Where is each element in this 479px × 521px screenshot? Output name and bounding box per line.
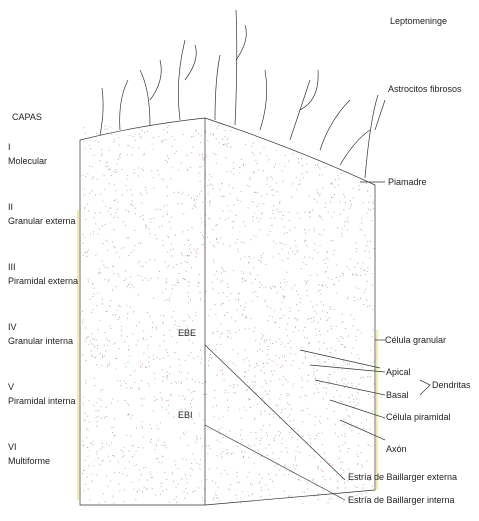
right-label: Piamadre [388,177,427,187]
stipple [82,125,375,504]
layer-name: Molecular [8,156,47,166]
layer-numeral: III [8,262,16,272]
right-label: Célula piramidal [386,412,451,422]
side-face [204,117,376,506]
right-label: Axón [386,444,407,454]
right-label: Estría de Baillarger externa [348,472,457,482]
layer-name: Piramidal interna [8,396,76,406]
layer-name: Multiforme [8,456,50,466]
front-face [79,117,206,506]
inner-label: EBE [178,328,196,338]
right-label: Astrocitos fibrosos [388,84,462,94]
right-label: Basal [386,390,409,400]
layer-name: Granular interna [8,336,73,346]
layers-heading: CAPAS [12,112,42,122]
inner-label: EBI [178,410,193,420]
leaders [204,99,431,501]
right-label: Apical [386,367,411,377]
title: Leptomeninge [390,16,447,26]
layer-numeral: V [8,382,14,392]
layer-numeral: VI [8,442,17,452]
processes [99,9,379,179]
layer-name: Granular externa [8,216,76,226]
layer-numeral: IV [8,322,17,332]
right-label: Estría de Baillarger interna [348,495,455,505]
layer-numeral: II [8,202,13,212]
layer-numeral: I [8,142,11,152]
layer-name: Piramidal externa [8,276,78,286]
right-label: Célula granular [385,335,446,345]
right-label: Dendritas [432,380,471,390]
